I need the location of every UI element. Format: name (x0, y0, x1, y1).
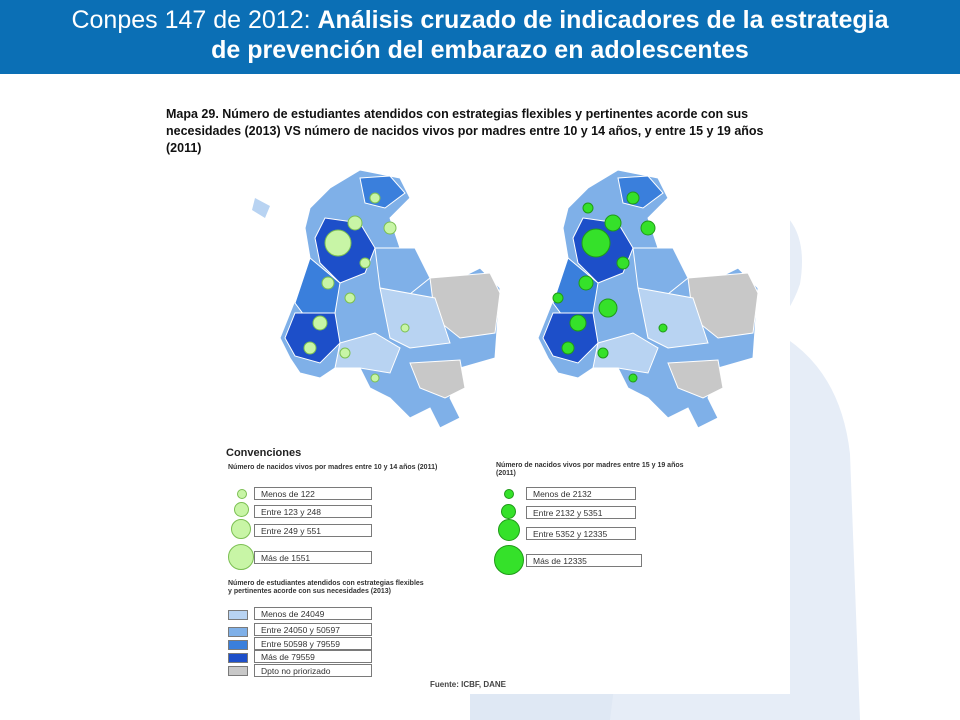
legend-g3-item-5: Dpto no priorizado (254, 664, 372, 677)
source-note: Fuente: ICBF, DANE (430, 680, 506, 689)
legend-group1-title: Número de nacidos vivos por madres entre… (228, 464, 438, 471)
legend-g2-item-2: Entre 2132 y 5351 (526, 506, 636, 519)
slide-title-bold-2: de prevención del embarazo en adolescent… (211, 36, 749, 64)
legend-g3-item-2: Entre 24050 y 50597 (254, 623, 372, 636)
legend-circle-medium (234, 502, 249, 517)
legend-swatch-5 (228, 666, 248, 676)
slide-title: Conpes 147 de 2012: Análisis cruzado de … (0, 0, 960, 65)
legend-g1-item-3: Entre 249 y 551 (254, 524, 372, 537)
legend-circle-xlarge (494, 545, 524, 575)
legend-circle-large (498, 519, 520, 541)
choropleth-maps (252, 169, 759, 429)
legend-g3-item-4: Más de 79559 (254, 650, 372, 663)
legend-g2-item-1: Menos de 2132 (526, 487, 636, 500)
legend-g2-item-4: Más de 12335 (526, 554, 642, 567)
legend-group2-title: Número de nacidos vivos por madres entre… (496, 462, 684, 477)
legend-circle-small (504, 489, 514, 499)
map-panel: Mapa 29. Número de estudiantes atendidos… (160, 98, 790, 694)
legend-g1-item-4: Más de 1551 (254, 551, 372, 564)
legend-swatch-3 (228, 640, 248, 650)
legend-swatch-4 (228, 653, 248, 663)
map-left (252, 169, 501, 429)
legend-g1-item-2: Entre 123 y 248 (254, 505, 372, 518)
legend-circle-medium (501, 504, 516, 519)
legend-swatch-2 (228, 627, 248, 637)
legend-title: Convenciones (226, 447, 302, 459)
legend-circle-large (231, 519, 251, 539)
slide-title-plain: Conpes 147 de 2012: (71, 6, 318, 34)
map-title: Mapa 29. Número de estudiantes atendidos… (166, 107, 764, 155)
legend-g1-item-1: Menos de 122 (254, 487, 372, 500)
legend-swatch-1 (228, 610, 248, 620)
legend-circle-small (237, 489, 247, 499)
slide-header: Conpes 147 de 2012: Análisis cruzado de … (0, 0, 960, 74)
slide-title-bold-1: Análisis cruzado de indicadores de la es… (317, 6, 889, 34)
legend-g3-item-3: Entre 50598 y 79559 (254, 637, 372, 650)
legend-circle-xlarge (228, 544, 254, 570)
legend-group3-title: Número de estudiantes atendidos con estr… (228, 580, 424, 595)
legend-g2-item-3: Entre 5352 y 12335 (526, 527, 636, 540)
map-right (537, 169, 759, 429)
legend-g3-item-1: Menos de 24049 (254, 607, 372, 620)
